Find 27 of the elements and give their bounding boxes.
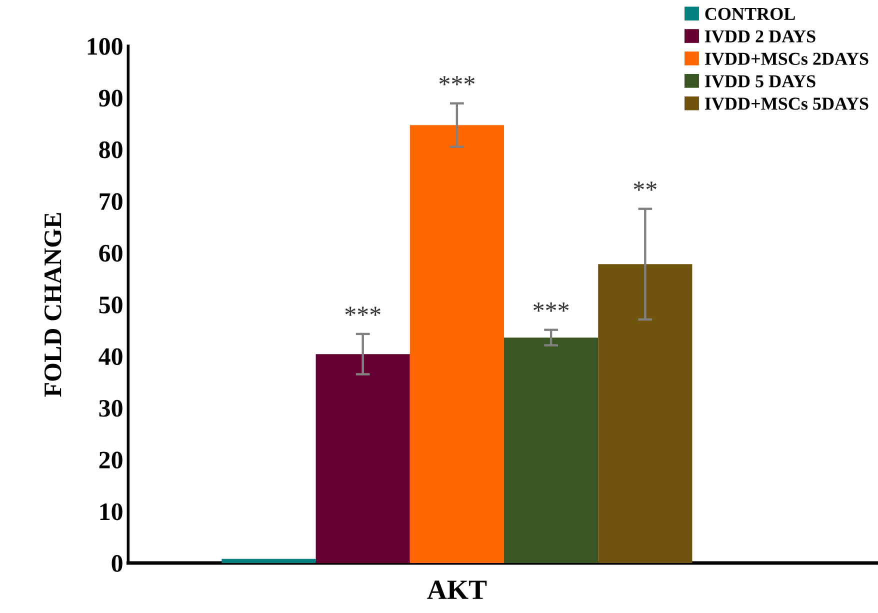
data-label: *** [439, 76, 475, 86]
bar [410, 125, 504, 563]
y-tick-label: 10 [100, 503, 122, 520]
bar [504, 338, 598, 563]
y-tick-label: 80 [99, 141, 122, 158]
y-axis-title: FOLD CHANGE [44, 213, 62, 397]
data-label: ** [634, 182, 656, 191]
legend-label: IVDD 5 DAYS [704, 75, 816, 88]
x-tick-label: AKT [427, 580, 487, 599]
data-label: *** [345, 306, 380, 316]
y-tick-label: 60 [99, 244, 122, 262]
bar [316, 354, 410, 563]
y-tick-label: 40 [98, 348, 122, 366]
y-tick-label: 90 [99, 90, 122, 107]
y-tick-label: 20 [99, 452, 122, 468]
legend-label: CONTROL [705, 8, 795, 20]
data-label: *** [534, 302, 569, 312]
legend-label: IVDD 2 DAYS [704, 30, 816, 43]
y-tick-label: 0 [112, 555, 122, 572]
y-tick-label: 70 [100, 193, 122, 210]
legend-label: IVDD+MSCs 5DAYS [704, 98, 868, 110]
legend-label: IVDD+MSCs 2DAYS [704, 52, 868, 66]
y-tick-label: 30 [99, 400, 122, 417]
y-tick-label: 50 [99, 296, 122, 314]
bar [222, 558, 316, 563]
bar [598, 264, 692, 563]
y-tick-label: 100 [88, 38, 122, 55]
